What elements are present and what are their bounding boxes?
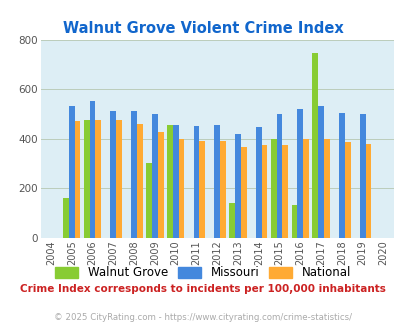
Bar: [214, 125, 220, 238]
Bar: [220, 141, 225, 238]
Bar: [178, 139, 184, 238]
Bar: [255, 127, 261, 238]
Bar: [291, 205, 297, 238]
Bar: [297, 109, 303, 238]
Bar: [131, 112, 136, 238]
Bar: [323, 139, 329, 238]
Bar: [166, 125, 172, 238]
Bar: [359, 114, 364, 238]
Bar: [270, 139, 276, 238]
Bar: [338, 113, 344, 238]
Bar: [90, 102, 95, 238]
Bar: [146, 163, 151, 238]
Bar: [193, 126, 199, 238]
Bar: [63, 198, 69, 238]
Bar: [318, 106, 323, 238]
Bar: [116, 120, 122, 238]
Bar: [364, 144, 371, 238]
Bar: [344, 142, 350, 238]
Bar: [158, 132, 163, 238]
Bar: [199, 141, 205, 238]
Text: Walnut Grove Violent Crime Index: Walnut Grove Violent Crime Index: [62, 21, 343, 36]
Bar: [95, 120, 101, 238]
Bar: [229, 203, 234, 238]
Bar: [240, 147, 246, 238]
Bar: [136, 124, 143, 238]
Bar: [282, 145, 288, 238]
Bar: [234, 134, 240, 238]
Bar: [261, 145, 267, 238]
Bar: [75, 121, 80, 238]
Bar: [172, 125, 178, 238]
Bar: [151, 114, 158, 238]
Text: © 2025 CityRating.com - https://www.cityrating.com/crime-statistics/: © 2025 CityRating.com - https://www.city…: [54, 313, 351, 322]
Bar: [83, 120, 90, 238]
Legend: Walnut Grove, Missouri, National: Walnut Grove, Missouri, National: [50, 262, 355, 284]
Bar: [69, 106, 75, 238]
Bar: [311, 53, 318, 238]
Bar: [276, 114, 282, 238]
Text: Crime Index corresponds to incidents per 100,000 inhabitants: Crime Index corresponds to incidents per…: [20, 284, 385, 294]
Bar: [303, 139, 308, 238]
Bar: [110, 112, 116, 238]
